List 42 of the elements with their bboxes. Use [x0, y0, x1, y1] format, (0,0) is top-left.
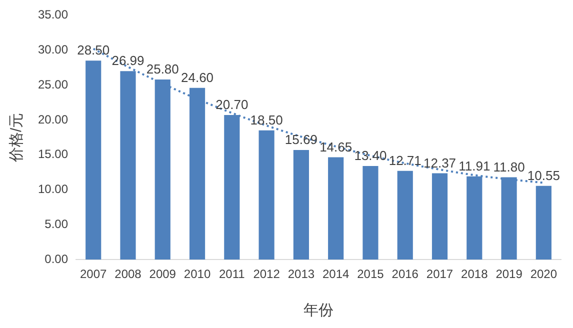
bar: [293, 150, 309, 260]
y-tick-label: 35.00: [38, 8, 68, 22]
data-label: 18.50: [250, 112, 283, 128]
x-tick-label: 2014: [322, 267, 350, 282]
bar: [397, 170, 413, 260]
y-tick-label: 0.00: [44, 252, 68, 266]
x-tick-label: 2012: [253, 267, 280, 282]
data-label: 24.60: [181, 70, 214, 85]
x-tick-label: 2018: [461, 267, 488, 282]
x-tick-label: 2011: [219, 267, 246, 282]
x-tick-label: 2019: [496, 267, 523, 282]
y-tick-label: 30.00: [38, 42, 68, 56]
bar: [362, 166, 378, 260]
x-tick-label: 2010: [184, 267, 211, 282]
data-label: 28.50: [77, 42, 110, 58]
data-label: 20.70: [216, 97, 248, 112]
x-axis-title: 年份: [304, 302, 334, 320]
y-tick-label: 20.00: [38, 112, 68, 126]
x-tick-label: 2020: [530, 267, 558, 282]
data-label: 12.37: [423, 155, 456, 170]
data-label: 11.80: [493, 159, 525, 174]
bar: [328, 157, 344, 260]
x-tick-label: 2009: [149, 267, 176, 282]
bar: [258, 130, 274, 260]
data-label: 15.69: [284, 132, 318, 148]
bar: [86, 60, 102, 260]
x-tick-label: 2008: [114, 267, 142, 282]
x-tick-label: 2007: [80, 267, 108, 282]
data-label: 11.91: [458, 158, 490, 174]
x-tick-label: 2016: [392, 267, 419, 282]
y-tick-label: 25.00: [38, 77, 68, 92]
bar: [536, 186, 552, 260]
x-tick-label: 2013: [288, 267, 315, 282]
y-tick-label: 15.00: [38, 147, 68, 162]
data-label: 12.71: [388, 152, 422, 168]
y-tick-label: 10.00: [38, 182, 68, 196]
data-label: 25.80: [146, 62, 179, 77]
x-tick-label: 2017: [426, 267, 454, 282]
y-axis-title: 价格/元: [8, 112, 26, 163]
y-tick-label: 5.00: [44, 217, 68, 231]
data-label: 10.55: [527, 168, 560, 184]
x-tick-label: 2015: [357, 267, 384, 282]
